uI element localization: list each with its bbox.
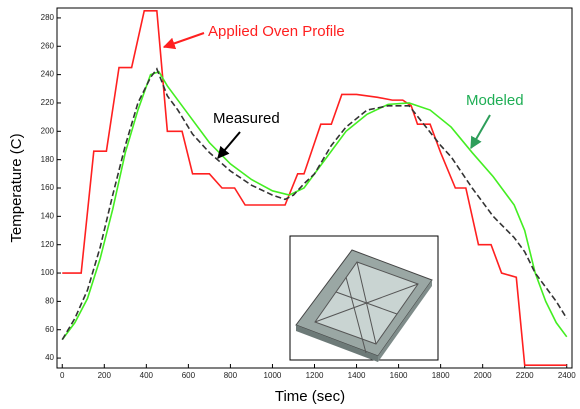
x-axis-label: Time (sec) <box>275 388 345 405</box>
y-tick-label: 160 <box>41 183 55 192</box>
y-tick-label: 140 <box>41 211 55 220</box>
y-tick-label: 60 <box>45 325 54 334</box>
annotation: Measured <box>213 110 280 127</box>
y-tick-label: 200 <box>41 126 55 135</box>
x-tick-label: 1000 <box>264 371 282 380</box>
x-tick-label: 800 <box>224 371 238 380</box>
x-tick-label: 2400 <box>558 371 576 380</box>
x-tick-label: 1400 <box>348 371 366 380</box>
x-tick-label: 1800 <box>432 371 450 380</box>
y-tick-label: 280 <box>41 13 55 22</box>
x-tick-label: 2200 <box>516 371 534 380</box>
x-tick-label: 0 <box>60 371 65 380</box>
y-tick-label: 80 <box>45 296 54 305</box>
chart: Time (sec) Temperature (C) Applied Oven … <box>0 0 580 409</box>
y-axis-label: Temperature (C) <box>8 133 25 242</box>
x-tick-label: 1600 <box>390 371 408 380</box>
y-tick-label: 220 <box>41 98 55 107</box>
x-tick-label: 400 <box>140 371 154 380</box>
annotation: Modeled <box>466 92 524 109</box>
y-tick-label: 40 <box>45 353 54 362</box>
y-tick-label: 260 <box>41 41 55 50</box>
annotation: Applied Oven Profile <box>208 23 345 40</box>
inset-image <box>290 236 438 362</box>
y-tick-label: 180 <box>41 155 55 164</box>
x-tick-label: 600 <box>182 371 196 380</box>
y-tick-label: 120 <box>41 240 55 249</box>
x-tick-label: 2000 <box>474 371 492 380</box>
y-tick-label: 100 <box>41 268 55 277</box>
y-tick-label: 240 <box>41 70 55 79</box>
x-tick-label: 200 <box>98 371 112 380</box>
x-tick-label: 1200 <box>306 371 324 380</box>
